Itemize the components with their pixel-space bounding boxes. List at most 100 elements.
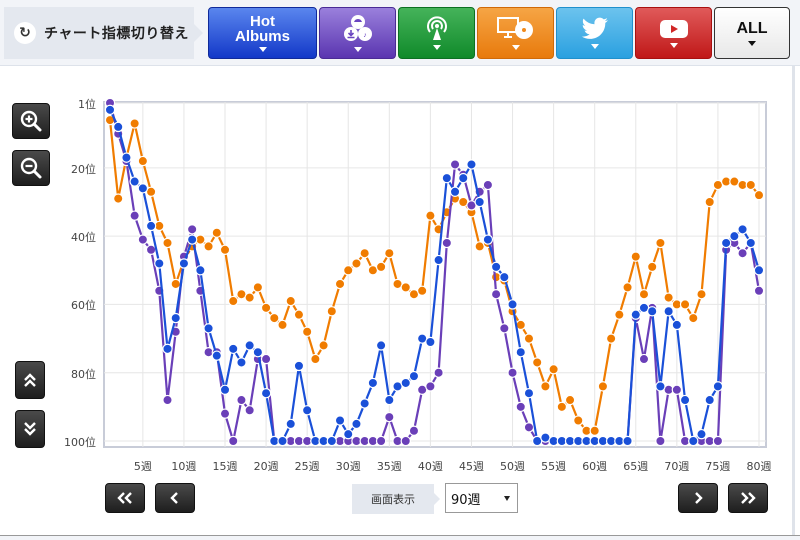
data-point-blue: [285, 418, 296, 430]
data-point-purple: [449, 159, 461, 170]
x-axis-label: 75週: [705, 460, 731, 473]
double-chevron-down-icon: [24, 422, 36, 436]
x-axis-label: 40週: [417, 460, 443, 473]
data-point-blue: [293, 360, 305, 372]
tab-twitter[interactable]: [556, 7, 633, 59]
display-range-value: 90週: [451, 492, 481, 508]
data-point-orange: [531, 357, 543, 368]
data-point-blue: [178, 258, 190, 269]
data-point-orange: [310, 353, 321, 365]
display-range-label: 画面表示: [352, 484, 440, 514]
data-point-orange: [137, 155, 149, 167]
data-point-purple: [523, 422, 535, 433]
data-point-purple: [384, 411, 395, 423]
data-point-blue: [663, 306, 674, 317]
display-range-select[interactable]: 90週: [445, 483, 518, 513]
x-axis-label: 25週: [294, 460, 320, 473]
data-point-orange: [244, 292, 255, 303]
data-point-blue: [195, 265, 206, 276]
data-point-blue: [154, 258, 165, 269]
tab-all[interactable]: ALL: [714, 7, 790, 59]
data-point-orange: [573, 415, 584, 426]
last-page-button[interactable]: [728, 483, 768, 513]
radio-antenna-icon: [426, 16, 447, 40]
tab-hot-albums[interactable]: Hot Albums: [208, 7, 317, 59]
data-point-orange: [614, 309, 625, 320]
tab-download[interactable]: ♪: [319, 7, 396, 59]
data-point-orange: [688, 312, 699, 324]
refresh-icon: ↻: [14, 22, 36, 44]
chart-switch-label: ↻ チャート指標切り替え: [4, 7, 203, 59]
data-point-purple: [655, 435, 666, 447]
data-point-blue: [277, 435, 288, 447]
x-axis-label: 80週: [746, 460, 772, 473]
data-point-orange: [285, 295, 296, 307]
data-point-purple: [228, 435, 239, 447]
chevron-right-icon: [695, 492, 703, 504]
data-point-blue: [622, 435, 633, 447]
data-point-blue: [482, 234, 494, 245]
data-point-orange: [203, 241, 214, 252]
data-point-orange: [277, 319, 288, 331]
data-point-purple: [236, 394, 247, 406]
data-point-orange: [293, 309, 305, 320]
y-axis-label: 1位: [78, 98, 96, 111]
data-point-purple: [737, 248, 748, 259]
data-point-blue: [696, 428, 707, 440]
chart-panel: [0, 66, 795, 536]
data-point-blue: [449, 186, 461, 197]
data-point-blue: [170, 312, 181, 324]
data-point-orange: [663, 292, 674, 303]
scroll-down-button[interactable]: [15, 410, 45, 448]
data-point-orange: [343, 265, 354, 276]
data-point-blue: [720, 237, 732, 249]
tab-radio[interactable]: [398, 7, 475, 59]
zoom-out-icon: [20, 157, 42, 179]
tab-hot-line2: Albums: [234, 28, 290, 45]
data-point-purple: [507, 367, 518, 378]
data-point-blue: [129, 176, 140, 187]
twitter-bird-icon: [581, 17, 608, 39]
zoom-in-button[interactable]: [12, 103, 50, 139]
data-point-orange: [679, 299, 691, 310]
data-point-blue: [113, 121, 124, 133]
data-point-blue: [121, 152, 132, 163]
data-point-orange: [260, 302, 272, 314]
double-chevron-left-icon: [117, 492, 132, 504]
y-axis-label: 100位: [64, 436, 96, 449]
chart-switch-bar: ↻ チャート指標切り替え Hot Albums ♪: [0, 0, 800, 66]
tab-youtube[interactable]: [635, 7, 712, 59]
data-point-blue: [351, 418, 362, 430]
data-point-blue: [712, 381, 724, 392]
scroll-up-button[interactable]: [15, 361, 45, 399]
data-point-blue: [104, 104, 116, 116]
data-point-blue: [359, 398, 370, 409]
x-axis-label: 5週: [133, 460, 152, 473]
double-chevron-right-icon: [741, 492, 756, 504]
data-point-blue: [343, 428, 354, 440]
prev-page-button[interactable]: [155, 483, 195, 513]
next-page-button[interactable]: [678, 483, 718, 513]
tab-pc-cd[interactable]: [477, 7, 554, 59]
data-point-orange: [622, 282, 633, 293]
caret-down-icon: [432, 45, 441, 50]
data-point-orange: [523, 333, 535, 344]
x-axis-label: 30週: [335, 460, 361, 473]
download-cloud-icon: ♪: [343, 15, 372, 41]
data-point-purple: [441, 237, 453, 249]
data-point-purple: [490, 288, 502, 300]
data-point-orange: [655, 237, 666, 249]
caret-down-icon: [511, 45, 520, 50]
data-point-blue: [252, 347, 264, 358]
zoom-out-button[interactable]: [12, 150, 50, 186]
y-axis-label: 20位: [71, 162, 96, 176]
data-point-orange: [211, 227, 222, 238]
data-point-blue: [162, 343, 173, 355]
y-axis-label: 60位: [71, 299, 96, 313]
data-point-purple: [400, 435, 411, 447]
youtube-play-icon: [659, 20, 688, 38]
data-point-blue: [400, 377, 411, 389]
data-point-orange: [704, 196, 715, 208]
first-page-button[interactable]: [105, 483, 145, 513]
data-point-blue: [515, 347, 526, 358]
